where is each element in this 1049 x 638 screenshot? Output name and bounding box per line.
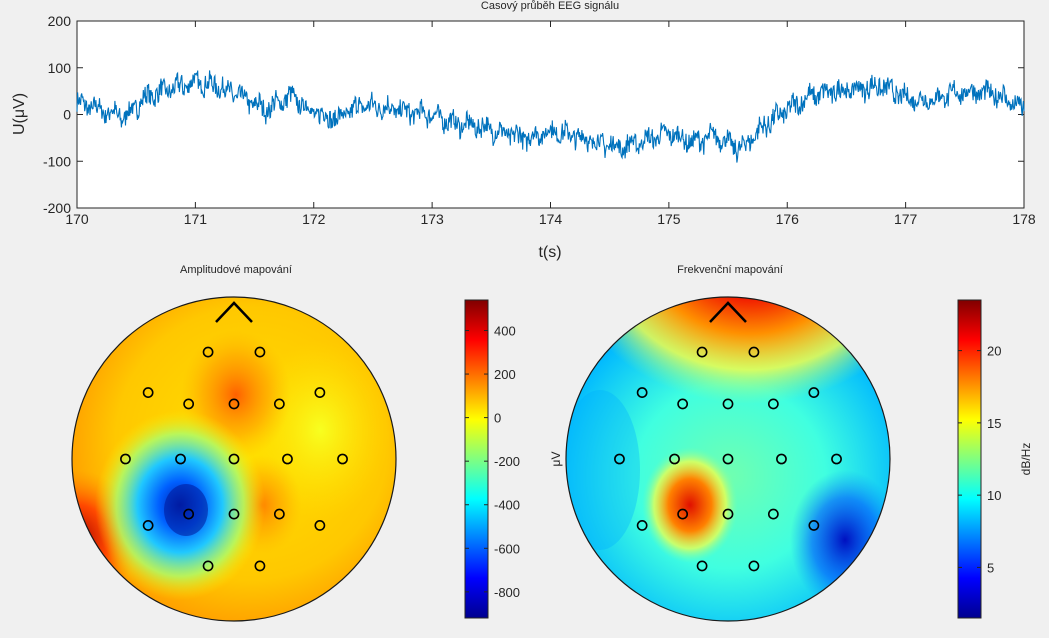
electrode-marker — [228, 508, 240, 520]
eeg-signal-line — [76, 70, 1025, 163]
colorbar-tick-label: 400 — [494, 323, 516, 338]
y-axis-label: U(μV) — [11, 93, 28, 135]
electrode-marker — [273, 398, 285, 410]
frequency-colorbar: 20 15 10 5 dB/Hz — [957, 299, 1033, 619]
electrode-marker — [202, 346, 214, 358]
electrode-marker — [142, 520, 154, 531]
electrode-marker — [282, 453, 293, 465]
colorbar-tick-label: -200 — [494, 454, 520, 469]
electrodes — [120, 346, 348, 572]
amplitude-colorbar: 400 200 0 -200 -400 -600 -800 μV — [464, 299, 563, 619]
y-tick-label: 100 — [48, 60, 72, 76]
electrode-marker — [183, 398, 195, 410]
head-outline — [71, 296, 397, 622]
electrode-marker — [748, 560, 760, 572]
electrode-marker — [677, 398, 689, 410]
nose-marker — [215, 301, 253, 323]
amplitude-map: Amplitudové mapování — [71, 264, 397, 622]
x-axis: 170 171 172 173 174 175 176 177 178 — [65, 21, 1036, 227]
colorbar-tick-label: 10 — [987, 488, 1001, 503]
electrode-marker — [120, 453, 131, 465]
electrode-marker — [337, 453, 348, 465]
electrode-marker — [314, 520, 326, 531]
electrode-marker — [228, 398, 240, 410]
colorbar-tick-label: -400 — [494, 498, 520, 513]
electrode-marker — [748, 346, 760, 358]
colorbar-ticks: 400 200 0 -200 -400 -600 -800 — [465, 323, 520, 600]
x-tick-label: 173 — [420, 211, 444, 227]
eeg-time-plot: Casový průběh EEG signálu -200 -100 0 100 20… — [11, 0, 1036, 261]
nose-marker — [709, 301, 747, 323]
electrode-marker — [614, 453, 625, 465]
colorbar-tick-label: -600 — [494, 541, 520, 556]
x-tick-label: 176 — [776, 211, 800, 227]
colorbar-scale — [464, 299, 489, 619]
colorbar-ticks: 20 15 10 5 — [958, 344, 1001, 575]
electrode-marker — [669, 453, 680, 465]
electrode-marker — [831, 453, 842, 465]
colorbar-scale — [957, 299, 982, 619]
electrode-marker — [767, 508, 779, 520]
amplitude-map-title: Amplitudové mapování — [180, 264, 292, 276]
colorbar-tick-label: -800 — [494, 585, 520, 600]
electrode-marker — [142, 387, 154, 398]
electrode-marker — [228, 453, 240, 465]
electrodes — [614, 346, 842, 572]
electrode-marker — [314, 387, 326, 398]
electrode-marker — [677, 508, 689, 520]
x-tick-label: 170 — [65, 211, 89, 227]
electrode-marker — [183, 508, 195, 520]
colorbar-tick-label: 15 — [987, 416, 1001, 431]
x-tick-label: 178 — [1012, 211, 1036, 227]
electrode-marker — [254, 560, 266, 572]
electrode-marker — [636, 520, 648, 531]
x-tick-label: 171 — [184, 211, 208, 227]
electrode-marker — [808, 387, 820, 398]
electrode-marker — [273, 508, 285, 520]
head-outline — [565, 296, 891, 622]
x-tick-label: 175 — [657, 211, 681, 227]
x-axis-label: t(s) — [538, 244, 561, 261]
y-tick-label: -200 — [43, 200, 71, 216]
x-tick-label: 172 — [302, 211, 326, 227]
colorbar-label: μV — [549, 452, 563, 467]
colorbar-label: dB/Hz — [1019, 443, 1033, 476]
x-tick-label: 177 — [894, 211, 918, 227]
electrode-marker — [696, 346, 708, 358]
electrode-marker — [722, 508, 734, 520]
y-tick-label: 200 — [48, 13, 72, 29]
x-tick-label: 174 — [539, 211, 563, 227]
electrode-marker — [808, 520, 820, 531]
electrode-marker — [175, 453, 186, 465]
frequency-map-title: Frekvenční mapování — [677, 264, 783, 276]
colorbar-tick-label: 20 — [987, 344, 1001, 359]
colorbar-tick-label: 200 — [494, 367, 516, 382]
electrode-marker — [722, 398, 734, 410]
y-tick-label: -100 — [43, 153, 71, 169]
electrode-marker — [254, 346, 266, 358]
y-tick-label: 0 — [63, 107, 71, 123]
colorbar-tick-label: 0 — [494, 411, 501, 426]
electrode-marker — [776, 453, 787, 465]
electrode-marker — [202, 560, 214, 572]
electrode-marker — [722, 453, 734, 465]
frequency-map: Frekvenční mapování — [565, 264, 891, 622]
y-axis: -200 -100 0 100 200 — [43, 13, 1024, 216]
electrode-marker — [636, 387, 648, 398]
plot-area — [76, 20, 1025, 209]
colorbar-tick-label: 5 — [987, 560, 994, 575]
plot-title: Casový průběh EEG signálu — [481, 0, 619, 12]
electrode-marker — [767, 398, 779, 410]
electrode-marker — [696, 560, 708, 572]
